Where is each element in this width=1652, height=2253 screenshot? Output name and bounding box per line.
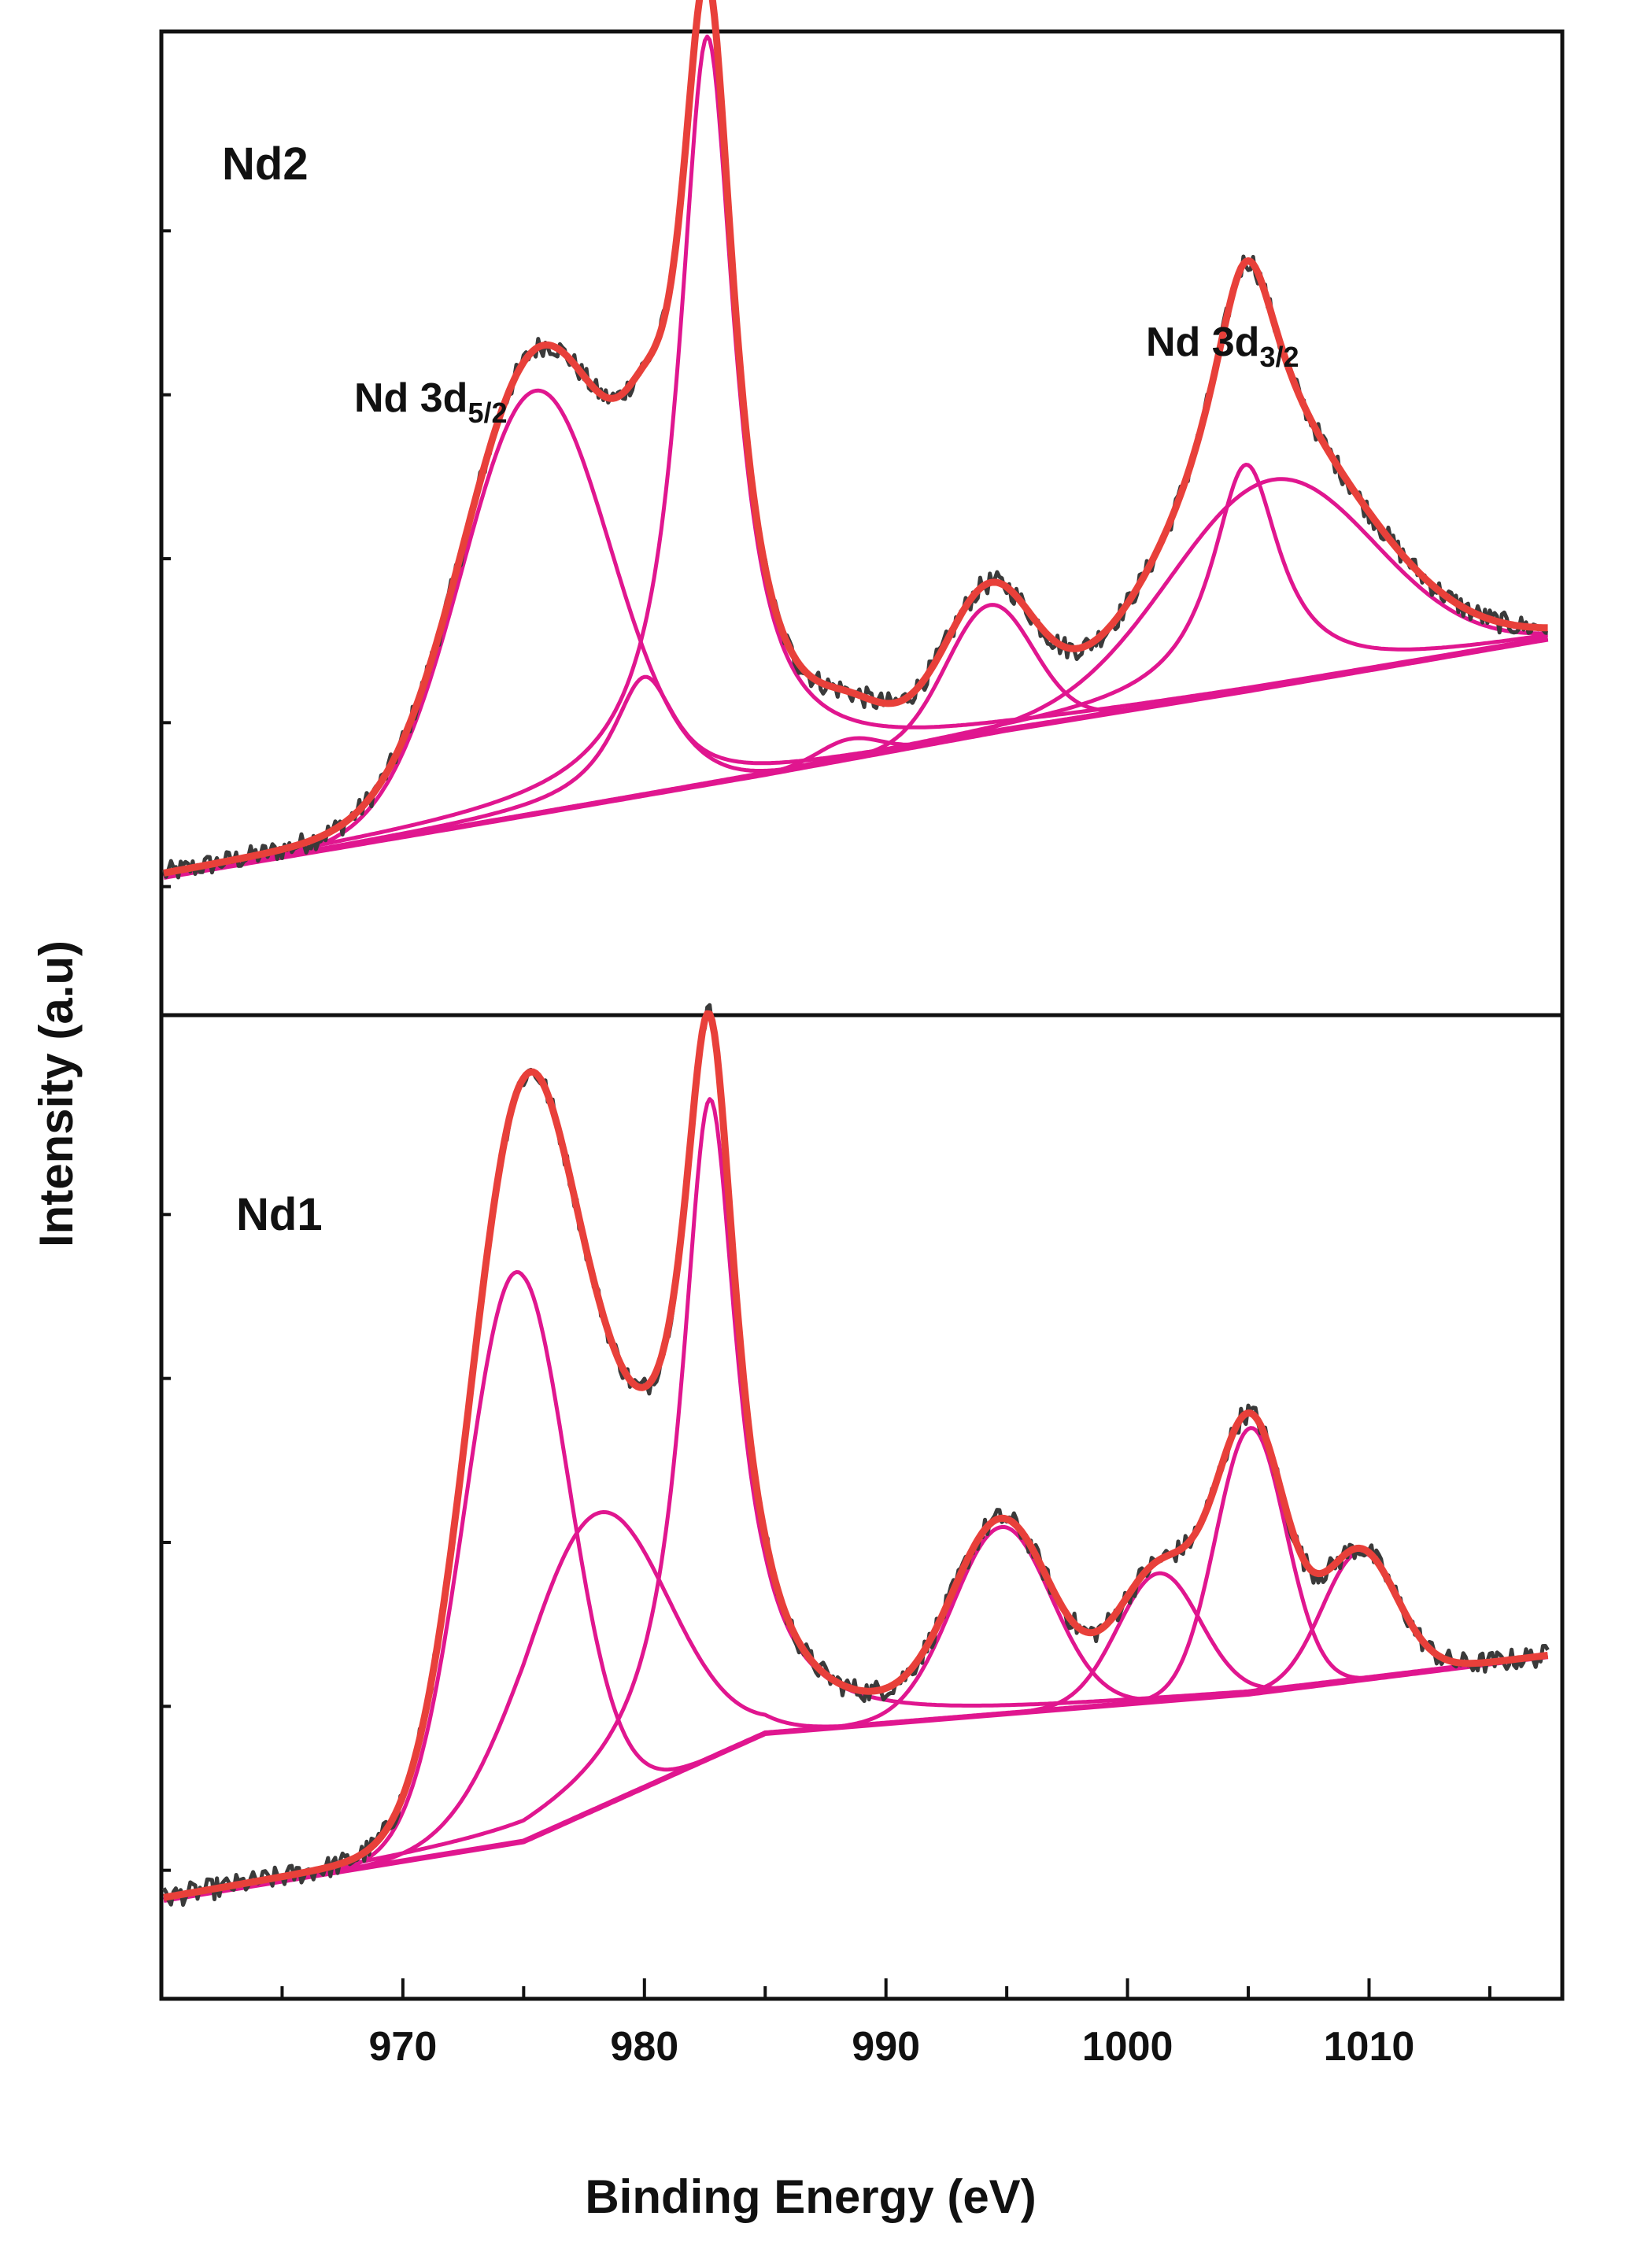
raw-data-line bbox=[161, 1003, 1550, 1908]
plot-frame bbox=[159, 29, 1565, 1018]
fit-envelope-line bbox=[162, 0, 1549, 877]
x-tick-label: 1000 bbox=[1082, 2024, 1173, 2070]
fit-envelope-line bbox=[162, 1010, 1549, 1901]
x-tick-label: 1010 bbox=[1324, 2024, 1415, 2070]
y-axis-label: Intensity (a.u) bbox=[30, 940, 83, 1247]
panel-label: Nd2 bbox=[222, 139, 309, 190]
panel-label: Nd1 bbox=[236, 1189, 323, 1240]
fit-component-6 bbox=[163, 1426, 1548, 1902]
x-tick-label: 980 bbox=[610, 2024, 678, 2070]
x-axis-label: Binding Energy (eV) bbox=[585, 2170, 1036, 2223]
x-tick-label: 990 bbox=[852, 2024, 920, 2070]
fit-component-3 bbox=[163, 1097, 1548, 1900]
peak-annotation: Nd 3d3/2 bbox=[1146, 319, 1299, 373]
peak-annotation: Nd 3d5/2 bbox=[354, 375, 508, 429]
fit-component-7 bbox=[163, 1549, 1548, 1902]
x-axis: 970 980 990 1000 1010 bbox=[280, 1978, 1491, 2070]
panel-nd1: Nd1 bbox=[159, 1003, 1565, 2001]
fit-component-7 bbox=[163, 477, 1548, 879]
panel-nd2: Nd2 Nd 3d5/2 Nd 3d3/2 bbox=[159, 0, 1565, 1018]
raw-data-line bbox=[161, 0, 1548, 880]
x-tick-label: 970 bbox=[369, 2024, 438, 2070]
fit-component-1 bbox=[163, 1270, 1548, 1902]
plot-frame bbox=[159, 1013, 1565, 2001]
fit-component-3 bbox=[163, 34, 1548, 877]
